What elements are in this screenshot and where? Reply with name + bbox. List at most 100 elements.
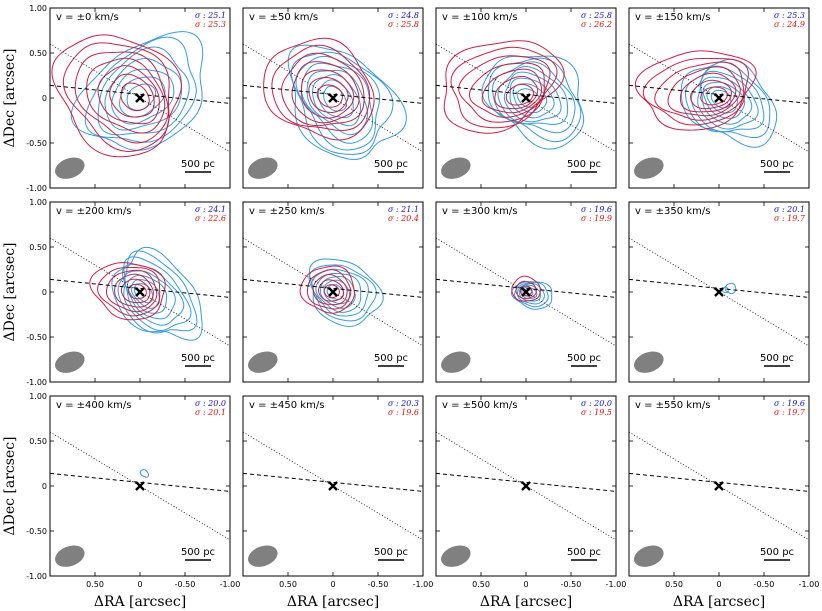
- x-tick-label: 0: [330, 580, 335, 589]
- red-contour-level-1: [511, 275, 541, 302]
- y-axis-title: ΔDec [arcsec]: [2, 48, 18, 147]
- blue-contour-level-3: [97, 46, 190, 136]
- beam-ellipse: [248, 351, 278, 373]
- sigma-blue-label: σ : 24.1: [195, 205, 226, 214]
- blue-contour-level-4: [104, 57, 183, 131]
- red-contour-level-1: [263, 37, 375, 141]
- red-contour-level-2: [306, 269, 352, 310]
- x-tick-label: -1.00: [413, 580, 434, 589]
- x-tick-label: -0.50: [561, 580, 582, 589]
- beam-ellipse: [248, 545, 278, 567]
- sigma-red-label: σ : 20.1: [195, 408, 226, 417]
- red-contour-level-2: [271, 44, 371, 132]
- galaxy-major-axis-line: [50, 43, 230, 153]
- beam-ellipse: [634, 545, 664, 567]
- sigma-red-label: σ : 24.9: [774, 20, 805, 29]
- panel-4: 500 pc v = ±150 km/s σ : 25.3σ : 24.9: [628, 7, 810, 189]
- blue-contour-level-1: [287, 44, 407, 160]
- red-contour-level-3: [654, 61, 745, 121]
- panel-8: 500 pc v = ±350 km/s σ : 20.1σ : 19.7: [628, 201, 810, 383]
- blue-contour-level-6: [126, 274, 168, 314]
- scale-bar-label: 500 pc: [374, 159, 408, 170]
- y-tick-label: 0: [42, 288, 47, 297]
- scale-bar-label: 500 pc: [567, 159, 601, 170]
- panel-velocity-label: v = ±50 km/s: [249, 12, 318, 23]
- nucleus-cross-marker: [328, 481, 338, 491]
- x-axis-title: ΔRA [arcsec]: [94, 594, 186, 610]
- red-contour-level-6: [109, 73, 155, 118]
- scale-bar-label: 500 pc: [181, 353, 215, 364]
- galaxy-major-axis-line: [50, 431, 230, 541]
- nucleus-cross-marker: [328, 93, 338, 103]
- panel-velocity-label: v = ±550 km/s: [635, 400, 710, 411]
- y-tick-label: -0.50: [26, 139, 47, 148]
- red-contour-level-3: [74, 51, 169, 144]
- beam-ellipse: [441, 545, 471, 567]
- scale-bar-label: 500 pc: [760, 547, 794, 558]
- x-tick-label: -1.00: [606, 580, 627, 589]
- nucleus-cross-marker: [135, 481, 145, 491]
- panel-velocity-label: v = ±450 km/s: [249, 400, 324, 411]
- panel-3: 500 pc v = ±100 km/s σ : 25.8σ : 26.2: [435, 7, 617, 189]
- nucleus-cross-marker: [135, 287, 145, 297]
- blue-contour-level-4: [497, 66, 569, 125]
- panel-2: 500 pc v = ±50 km/s σ : 24.8σ : 25.8: [242, 7, 424, 189]
- red-contour-level-2: [62, 42, 170, 152]
- y-tick-label: -0.50: [26, 333, 47, 342]
- beam-ellipse: [55, 157, 85, 179]
- galaxy-major-axis-line: [629, 43, 809, 153]
- x-tick-label: 0.50: [472, 580, 490, 589]
- galaxy-major-axis-line: [243, 237, 423, 347]
- kinematic-major-axis-line: [243, 472, 423, 492]
- galaxy-major-axis-line: [629, 431, 809, 541]
- blue-contour-level-7: [706, 85, 738, 114]
- y-tick-label: 1.00: [29, 198, 47, 207]
- blue-contour-level-7: [512, 83, 548, 114]
- scale-bar-label: 500 pc: [181, 547, 215, 558]
- nucleus-cross-marker: [714, 481, 724, 491]
- scale-bar-label: 500 pc: [567, 353, 601, 364]
- red-contour-level-5: [120, 278, 151, 304]
- y-tick-label: -0.50: [26, 527, 47, 536]
- y-axis-title: ΔDec [arcsec]: [2, 436, 18, 535]
- sigma-red-label: σ : 19.7: [774, 214, 806, 223]
- kinematic-major-axis-line: [629, 472, 809, 492]
- panel-5: 500 pc v = ±200 km/s σ : 24.1σ : 22.6 1.00 0…: [26, 198, 231, 387]
- blue-contour-level-1: [481, 55, 585, 150]
- galaxy-major-axis-line: [50, 237, 230, 347]
- red-contour-level-5: [679, 72, 737, 113]
- sigma-blue-label: σ : 20.0: [581, 399, 612, 408]
- red-contour-level-4: [667, 66, 741, 117]
- scale-bar-label: 500 pc: [374, 547, 408, 558]
- red-contour-level-6: [308, 76, 349, 114]
- x-tick-label: -0.50: [754, 580, 775, 589]
- beam-ellipse: [55, 545, 85, 567]
- x-tick-label: 0.50: [665, 580, 683, 589]
- red-contour-level-2: [515, 280, 537, 300]
- blue-contour-level-2: [117, 250, 198, 334]
- red-contour-level-5: [301, 69, 355, 119]
- beam-ellipse: [634, 351, 664, 373]
- blue-contour-level-4: [697, 70, 759, 130]
- panel-velocity-label: v = ±400 km/s: [56, 400, 131, 411]
- scale-bar-label: 500 pc: [567, 547, 601, 558]
- blue-contour-level-3: [492, 61, 576, 134]
- blue-contour-level-4: [300, 62, 374, 144]
- sigma-blue-label: σ : 20.3: [388, 399, 419, 408]
- sigma-blue-label: σ : 25.1: [195, 11, 226, 20]
- panel-velocity-label: v = ±300 km/s: [442, 206, 517, 217]
- kinematic-major-axis-line: [629, 278, 809, 298]
- red-contour-level-1: [51, 34, 182, 158]
- red-contour-level-4: [317, 279, 344, 302]
- beam-ellipse: [55, 351, 85, 373]
- sigma-red-label: σ : 25.3: [195, 20, 226, 29]
- kinematic-major-axis-line: [243, 278, 423, 298]
- sigma-blue-label: σ : 24.8: [388, 11, 419, 20]
- y-tick-label: 1.00: [29, 392, 47, 401]
- kinematic-major-axis-line: [243, 84, 423, 104]
- sigma-blue-label: σ : 21.1: [388, 205, 419, 214]
- nucleus-cross-marker: [521, 481, 531, 491]
- nucleus-cross-marker: [135, 93, 145, 103]
- scale-bar-label: 500 pc: [374, 353, 408, 364]
